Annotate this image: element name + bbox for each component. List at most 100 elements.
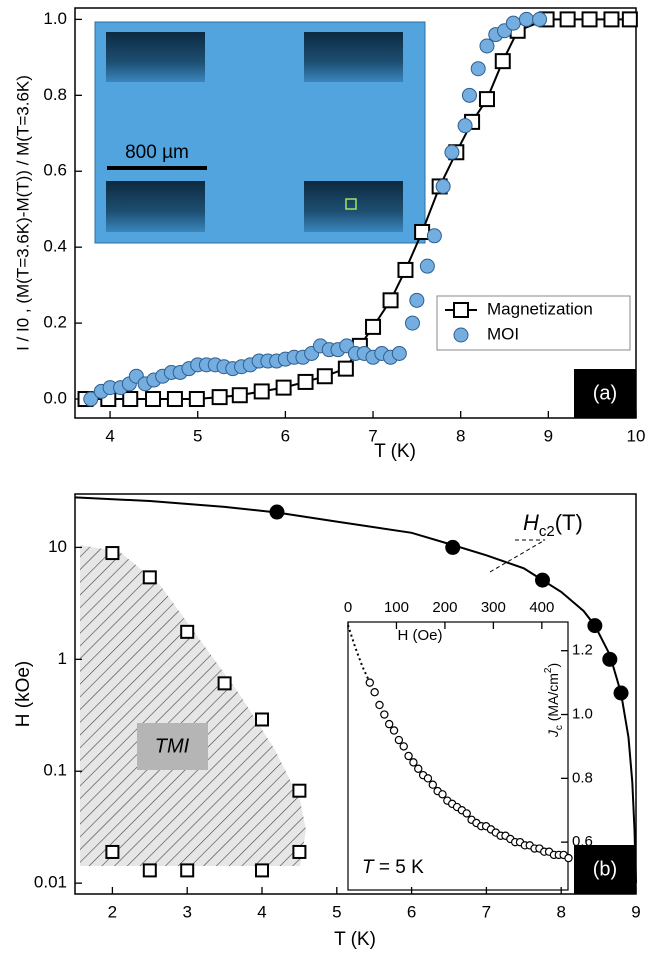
circle-marker — [457, 118, 473, 134]
square-marker — [292, 844, 307, 859]
x-tick-label: 2 — [108, 902, 117, 921]
y-tick-label: 0.6 — [43, 161, 67, 180]
circle-marker — [409, 758, 418, 767]
square-marker — [603, 11, 620, 28]
legend-label: MOI — [487, 324, 519, 343]
legend-label: Magnetization — [487, 299, 593, 318]
tmi-label: TMI — [155, 735, 190, 757]
square-marker — [122, 391, 139, 408]
circle-marker — [535, 572, 550, 588]
square-marker — [180, 863, 195, 878]
hc2-label-part: H — [523, 510, 539, 535]
y-tick-label: 0.1 — [43, 761, 67, 780]
y-axis-title-part: J — [545, 729, 561, 738]
x-tick-label: 5 — [193, 426, 202, 445]
legend-marker — [453, 302, 469, 318]
x-tick-label: 8 — [556, 902, 565, 921]
y-tick-label: 1.2 — [572, 642, 593, 659]
y-tick-label: 0.4 — [43, 237, 67, 256]
square-marker — [253, 383, 270, 400]
circle-marker — [435, 178, 451, 194]
square-marker — [180, 624, 195, 639]
circle-marker — [532, 11, 548, 27]
x-axis-title: T (K) — [334, 929, 376, 950]
circle-marker — [462, 809, 471, 818]
x-tick-label: 10 — [627, 426, 646, 445]
x-tick-label: 9 — [631, 902, 640, 921]
inset-annotation-part: = 5 K — [374, 857, 424, 878]
square-marker — [105, 546, 120, 561]
circle-marker — [479, 38, 495, 54]
scale-bar-label: 800 µm — [125, 142, 189, 163]
hc2-label-part: (T) — [555, 510, 583, 535]
y-tick-label: 0.6 — [572, 833, 593, 850]
x-tick-label: 7 — [482, 902, 491, 921]
circle-marker — [269, 504, 285, 520]
y-tick-label: 1 — [58, 649, 67, 668]
x-tick-label: 6 — [407, 902, 416, 921]
circle-marker — [370, 687, 379, 697]
circle-marker — [409, 292, 425, 308]
x-tick-label: 9 — [544, 426, 553, 445]
x-tick-label: 400 — [529, 599, 554, 616]
square-marker — [316, 368, 333, 385]
circle-marker — [587, 618, 603, 634]
square-marker — [166, 391, 183, 408]
square-marker — [255, 863, 269, 878]
y-tick-label: 1.0 — [572, 705, 593, 722]
circle-marker — [389, 726, 399, 735]
inset-annotation: T = 5 K — [362, 857, 424, 878]
hc2-label-part: c2 — [539, 523, 555, 540]
legend-box — [436, 295, 631, 351]
circle-marker — [445, 539, 461, 555]
y-tick-label: 0.8 — [43, 85, 67, 104]
circle-marker — [428, 780, 438, 789]
circle-marker — [518, 11, 534, 27]
y-axis-title-part: 2 — [543, 667, 554, 673]
circle-marker — [470, 61, 486, 77]
circle-marker — [564, 853, 573, 863]
x-axis-title: H (Oe) — [398, 627, 443, 644]
plot-frame — [74, 7, 637, 419]
x-tick-label: 200 — [432, 599, 457, 616]
square-marker — [337, 360, 354, 377]
plot-frame — [74, 493, 637, 895]
circle-marker — [404, 751, 413, 761]
inset-annotation-part: T — [362, 857, 375, 878]
square-marker — [559, 11, 576, 28]
square-marker — [382, 292, 399, 309]
y-axis-title: Jc (MA/cm2) — [543, 663, 565, 738]
square-marker — [297, 373, 314, 390]
square-marker — [581, 11, 598, 28]
tmi-box — [137, 723, 208, 770]
x-tick-label: 4 — [257, 902, 266, 921]
circle-marker — [380, 710, 389, 719]
x-axis-title: T (K) — [374, 441, 416, 462]
square-marker — [211, 389, 228, 406]
circle-marker — [419, 258, 435, 274]
x-tick-label: 6 — [281, 426, 290, 445]
square-marker — [292, 783, 307, 798]
circle-marker — [394, 735, 404, 745]
square-marker — [621, 11, 638, 28]
moi-image: 800 µm — [94, 21, 426, 244]
x-tick-label: 7 — [368, 426, 377, 445]
circle-marker — [384, 719, 394, 729]
circle-marker — [399, 742, 408, 751]
y-tick-label: 10 — [48, 537, 67, 556]
circle-marker — [375, 700, 384, 710]
square-marker — [275, 379, 292, 396]
square-marker — [478, 91, 495, 108]
y-axis-title-part: c — [554, 725, 565, 730]
square-marker — [365, 318, 382, 335]
x-tick-label: 100 — [384, 599, 409, 616]
x-tick-label: 4 — [105, 426, 114, 445]
series-line — [347, 624, 371, 684]
square-marker — [494, 53, 511, 70]
y-tick-label: 1.0 — [43, 9, 67, 28]
circle-marker — [414, 764, 423, 773]
circle-marker — [461, 87, 477, 103]
y-tick-label: 0.01 — [34, 873, 67, 892]
tmi-region — [80, 545, 306, 866]
square-marker — [188, 391, 205, 408]
